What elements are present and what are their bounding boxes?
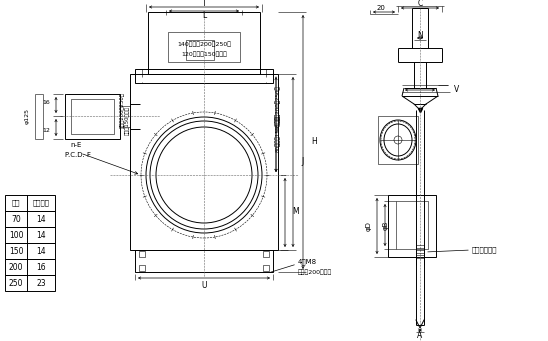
Bar — [139, 265, 145, 271]
Bar — [135, 69, 273, 83]
Bar — [148, 12, 260, 74]
Text: 14: 14 — [36, 214, 46, 223]
Text: 150: 150 — [9, 247, 23, 255]
Text: シールサイド: シールサイド — [472, 247, 498, 253]
Bar — [388, 195, 436, 257]
Bar — [135, 250, 273, 272]
Text: N: N — [417, 31, 423, 41]
Text: J: J — [301, 158, 303, 166]
Text: （口徏150以下）: （口徏150以下） — [124, 106, 129, 135]
Text: H: H — [311, 137, 317, 147]
Text: 14: 14 — [36, 231, 46, 239]
Bar — [65, 94, 120, 139]
Text: φD: φD — [366, 221, 372, 231]
Bar — [396, 201, 428, 249]
Text: U: U — [201, 282, 207, 291]
Text: 100: 100 — [9, 231, 23, 239]
Text: n-E: n-E — [70, 142, 81, 148]
Text: T: T — [202, 0, 206, 8]
Bar — [186, 40, 214, 60]
Bar — [5, 211, 55, 227]
Text: 23: 23 — [36, 279, 46, 287]
Bar — [5, 195, 55, 211]
Bar — [139, 251, 145, 257]
Text: M: M — [292, 208, 299, 217]
Text: 140（口徏200～250）: 140（口徏200～250） — [177, 41, 231, 47]
Bar — [263, 251, 269, 257]
Text: 108（口徏200～250）: 108（口徏200～250） — [275, 85, 281, 133]
Text: φB: φB — [383, 220, 389, 230]
Text: （口徏200～250）: （口徏200～250） — [119, 92, 124, 128]
Text: 12: 12 — [42, 129, 50, 133]
Bar — [5, 227, 55, 243]
Bar — [263, 265, 269, 271]
Text: 14: 14 — [36, 247, 46, 255]
Text: V: V — [454, 86, 459, 94]
Bar — [130, 74, 278, 250]
Text: 20: 20 — [376, 5, 385, 11]
Bar — [378, 116, 418, 164]
Text: （口徏200以上）: （口徏200以上） — [298, 269, 332, 275]
Text: 250: 250 — [9, 279, 23, 287]
Bar — [5, 275, 55, 291]
Text: 80（口徏150以下）: 80（口徏150以下） — [275, 116, 281, 152]
Bar — [5, 259, 55, 275]
Text: A: A — [418, 331, 423, 341]
Text: P.C.D. F: P.C.D. F — [65, 152, 91, 158]
Text: L: L — [202, 11, 206, 19]
Text: 16: 16 — [36, 263, 46, 271]
Text: 16: 16 — [42, 100, 50, 104]
Text: φ125: φ125 — [25, 108, 30, 124]
Bar — [5, 243, 55, 259]
Text: C: C — [418, 0, 423, 9]
Text: 200: 200 — [9, 263, 23, 271]
Text: ネジ深さ: ネジ深さ — [32, 200, 49, 206]
Text: 120（口徏150以下）: 120（口徏150以下） — [181, 51, 227, 57]
Bar — [71, 99, 114, 134]
Text: 70: 70 — [11, 214, 21, 223]
Text: 4～M8: 4～M8 — [298, 259, 317, 265]
Bar — [168, 32, 240, 62]
Text: 口径: 口径 — [12, 200, 20, 206]
